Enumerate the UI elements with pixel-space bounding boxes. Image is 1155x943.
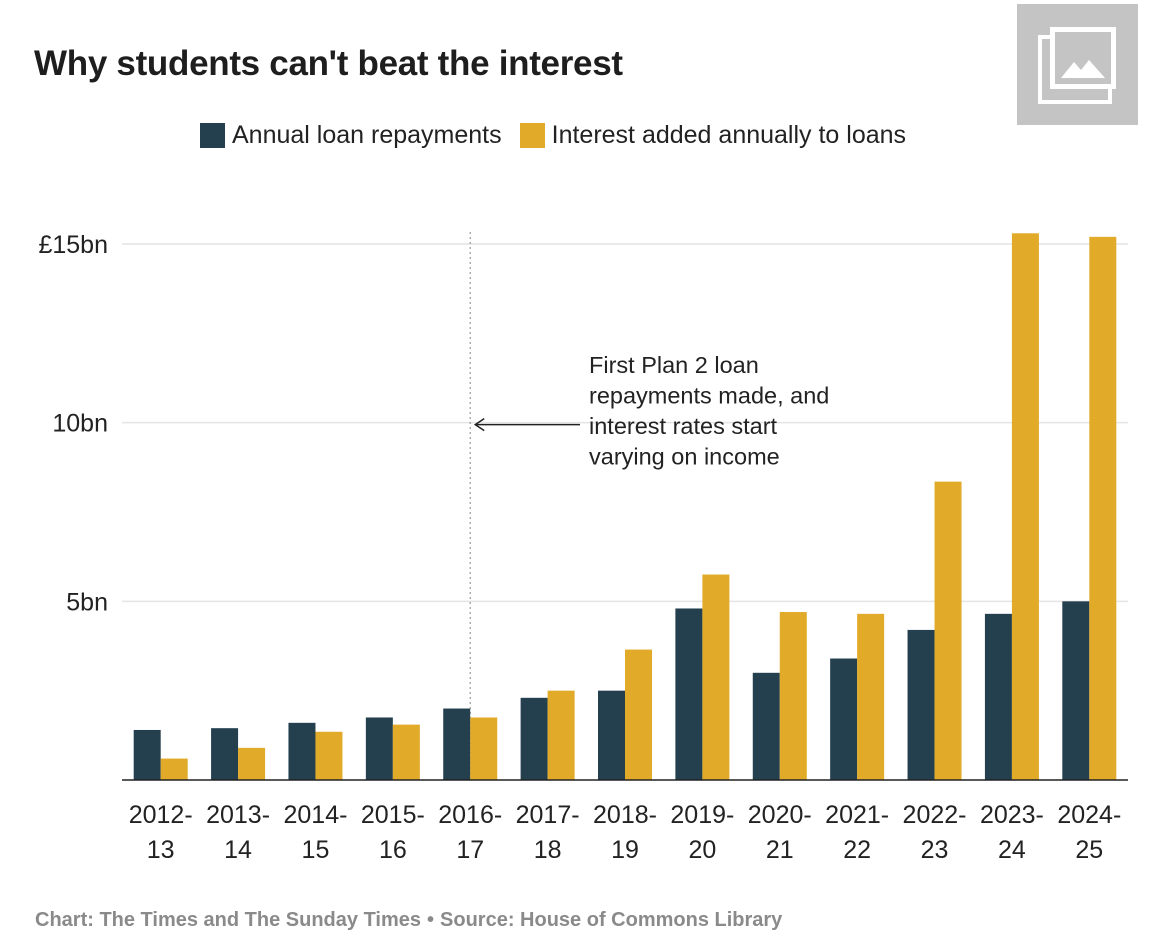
x-tick-label: 15 [302, 836, 330, 864]
bar-interest [934, 481, 962, 780]
footer-separator: • [427, 909, 435, 931]
bar-repayments [443, 708, 471, 780]
bar-repayments [752, 672, 780, 780]
bar-repayments [598, 690, 625, 780]
bar-interest [779, 612, 807, 780]
x-tick-label: 14 [224, 836, 252, 864]
annotation-text: repayments made, and [589, 383, 829, 409]
bar-repayments [907, 629, 935, 780]
bar-repayments [365, 717, 393, 780]
x-tick-label: 25 [1075, 836, 1103, 864]
x-tick-label: 2024- [1057, 801, 1121, 829]
x-tick-label: 2017- [516, 801, 580, 829]
bar-interest [160, 758, 188, 780]
x-tick-label: 2020- [748, 801, 812, 829]
y-tick-label: 10bn [52, 410, 108, 438]
bar-repayments [520, 697, 548, 780]
bar-interest [1089, 236, 1117, 780]
bar-repayments [675, 608, 703, 780]
footer-credit: Chart: The Times and The Sunday Times [35, 909, 422, 931]
annotation-text: varying on income [589, 444, 780, 470]
x-tick-label: 2013- [206, 801, 270, 829]
x-tick-label: 21 [766, 836, 794, 864]
x-tick-label: 16 [379, 836, 407, 864]
x-tick-label: 2023- [980, 801, 1044, 829]
x-tick-label: 22 [843, 836, 871, 864]
x-tick-label: 2012- [129, 801, 193, 829]
legend-item-interest[interactable]: Interest added annually to loans [519, 120, 907, 150]
legend-label-interest: Interest added annually to loans [551, 120, 907, 149]
x-tick-label: 2022- [903, 801, 967, 829]
bar-interest [238, 747, 266, 780]
legend-item-repayments[interactable]: Annual loan repayments [200, 121, 502, 150]
footer-source: Source: House of Commons Library [440, 909, 783, 931]
bar-interest [625, 649, 652, 780]
bar-interest [702, 574, 730, 780]
bar-interest [857, 613, 885, 780]
annotation-text: interest rates start [589, 413, 778, 439]
x-tick-label: 20 [688, 836, 716, 864]
bar-interest [470, 717, 498, 780]
bar-repayments [984, 613, 1012, 780]
bar-repayments [133, 729, 161, 780]
y-tick-label: £15bn [38, 231, 108, 259]
x-tick-label: 2014- [283, 801, 347, 829]
x-tick-label: 23 [921, 836, 949, 864]
x-tick-label: 2016- [438, 801, 502, 829]
bar-interest [392, 724, 420, 780]
x-tick-label: 2015- [361, 801, 425, 829]
x-tick-label: 17 [456, 836, 484, 864]
legend: Annual loan repayments Interest added an… [200, 118, 924, 152]
x-tick-label: 13 [147, 836, 175, 864]
bar-interest [1011, 233, 1039, 780]
bar-repayments [288, 722, 316, 780]
annotation-arrowhead [473, 418, 485, 432]
bar-interest [547, 690, 575, 780]
legend-swatch-interest [519, 122, 545, 148]
x-tick-label: 18 [534, 836, 562, 864]
image-gallery-badge[interactable] [1017, 4, 1138, 125]
x-tick-label: 2018- [593, 801, 657, 829]
bar-interest [315, 731, 343, 780]
x-tick-label: 24 [998, 836, 1026, 864]
legend-label-repayments: Annual loan repayments [232, 120, 502, 149]
footer: Chart: The Times and The Sunday Times • So… [35, 909, 782, 932]
bar-repayments [830, 658, 858, 780]
chart-title: Why students can't beat the interest [34, 44, 623, 83]
x-tick-label: 19 [611, 836, 639, 864]
x-tick-label: 2021- [825, 801, 889, 829]
bar-repayments [1062, 601, 1090, 780]
bar-repayments [211, 728, 239, 780]
annotation-text: First Plan 2 loan [589, 352, 759, 378]
legend-swatch-repayments [200, 122, 225, 148]
gallery-icon [1038, 27, 1116, 104]
x-tick-label: 2019- [670, 801, 734, 829]
y-tick-label: 5bn [66, 588, 108, 616]
